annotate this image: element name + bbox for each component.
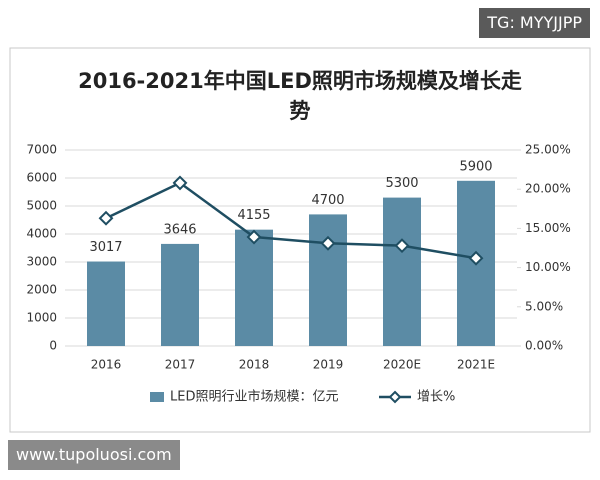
y2-tick-label: 0.00% (525, 339, 563, 353)
y-tick-label: 0 (49, 339, 57, 353)
chart-title: 2016-2021年中国LED照明市场规模及增长走势 (78, 69, 522, 123)
y-tick-label: 5000 (26, 199, 57, 213)
line (105, 181, 477, 260)
y2-tick-label: 20.00% (525, 182, 571, 196)
legend-label: LED照明行业市场规模：亿元 (170, 389, 338, 405)
x-tick-label: 2017 (165, 358, 196, 372)
data-label: 3646 (163, 222, 196, 237)
data-label: 5300 (385, 176, 418, 191)
bar (235, 229, 273, 346)
line-marker (172, 175, 188, 191)
line-marker (320, 235, 336, 251)
bar (309, 214, 347, 346)
watermark: www.tupoluosi.com (8, 440, 180, 470)
line-marker (246, 229, 262, 245)
y-tick-label: 7000 (26, 143, 57, 157)
data-label: 3017 (89, 240, 122, 255)
y-tick-label: 3000 (26, 255, 57, 269)
data-label: 4700 (311, 193, 344, 208)
y-tick-label: 6000 (26, 171, 57, 185)
y2-tick-label: 10.00% (525, 260, 571, 274)
line-marker (468, 250, 484, 266)
x-tick-label: 2019 (313, 358, 344, 372)
x-tick-label: 2016 (91, 358, 122, 372)
y2-tick-label: 25.00% (525, 143, 571, 157)
data-label: 4155 (237, 208, 270, 223)
bar (383, 197, 421, 346)
watermark: TG: MYYJJPP (479, 8, 590, 38)
bar (161, 243, 199, 346)
legend-swatch (150, 392, 164, 402)
y-tick-label: 2000 (26, 283, 57, 297)
data-label: 5900 (459, 159, 492, 174)
y-tick-label: 1000 (26, 311, 57, 325)
x-tick-label: 2021E (457, 358, 495, 372)
x-tick-label: 2018 (239, 358, 270, 372)
line-marker (394, 238, 410, 254)
y-tick-label: 4000 (26, 227, 57, 241)
y2-tick-label: 15.00% (525, 221, 571, 235)
y2-tick-label: 5.00% (525, 299, 563, 313)
bar (87, 261, 125, 346)
x-tick-label: 2020E (383, 358, 421, 372)
legend-swatch (388, 390, 402, 404)
line-marker (98, 210, 114, 226)
legend-label: 增长% (417, 390, 455, 405)
